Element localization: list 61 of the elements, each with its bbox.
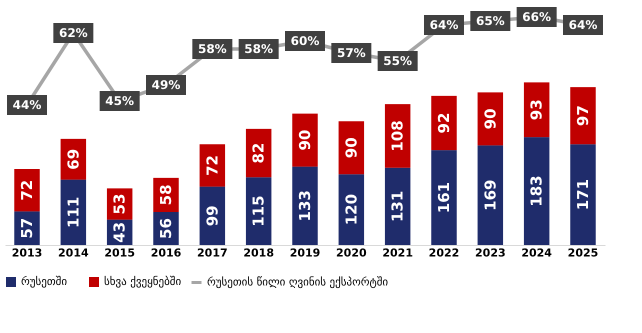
data-label: 115	[250, 195, 268, 227]
data-label: 60%	[290, 34, 320, 48]
bar	[478, 145, 504, 245]
bar	[570, 144, 596, 245]
data-label: 58%	[244, 42, 274, 56]
legend-label: სხვა ქვეყნებში	[104, 275, 182, 288]
data-label: 90	[342, 137, 360, 158]
x-tick-label: 2014	[58, 246, 89, 260]
data-label: 72	[203, 155, 222, 176]
x-tick-label: 2022	[428, 246, 460, 260]
bar	[246, 177, 272, 245]
data-label: 64%	[430, 18, 458, 32]
bar	[200, 144, 226, 187]
data-label: 93	[528, 99, 546, 120]
x-tick-label: 2024	[521, 246, 552, 260]
data-label: 66%	[522, 10, 552, 24]
data-label: 99	[203, 205, 222, 226]
data-label: 97	[574, 105, 592, 126]
bar	[524, 137, 550, 245]
legend-label: რუსეთის წილი ღვინის ექსპორტში	[207, 276, 388, 288]
data-label: 82	[250, 142, 268, 164]
data-label: 64%	[568, 18, 598, 32]
data-label: 108	[388, 120, 407, 152]
x-tick-label: 2017	[197, 246, 228, 260]
data-label: 72	[18, 180, 36, 201]
x-tick-label: 2013	[12, 246, 42, 260]
data-label: 169	[481, 180, 500, 211]
x-tick-label: 2020	[336, 246, 367, 260]
data-label: 161	[434, 182, 453, 214]
data-label: 58%	[198, 42, 227, 56]
bar	[60, 180, 86, 245]
data-label: 56	[157, 218, 176, 239]
data-label: 183	[528, 175, 546, 207]
data-label: 57	[18, 218, 36, 239]
x-tick-label: 2018	[243, 246, 274, 260]
data-label: 133	[296, 190, 314, 222]
data-label: 65%	[476, 14, 505, 28]
x-tick-label: 2016	[150, 246, 182, 260]
data-label: 69	[64, 148, 82, 170]
x-tick-label: 2025	[568, 246, 598, 260]
data-label: 171	[574, 178, 592, 210]
data-label: 90	[481, 108, 500, 130]
data-label: 53	[110, 194, 129, 214]
x-tick-label: 2021	[382, 246, 413, 260]
data-label: 92	[434, 112, 453, 134]
data-label: 131	[388, 190, 407, 222]
legend-label: რუსეთში	[21, 275, 68, 288]
x-tick-label: 2023	[475, 246, 506, 260]
data-label: 111	[64, 196, 82, 228]
data-label: 120	[342, 194, 360, 226]
data-label: 58	[157, 184, 176, 206]
data-label: 62%	[58, 26, 88, 40]
bar	[431, 150, 457, 245]
data-label: 57%	[336, 46, 366, 60]
bar	[200, 186, 226, 245]
data-label: 43	[110, 222, 129, 243]
data-label: 55%	[383, 54, 412, 68]
x-tick-label: 2015	[104, 246, 135, 260]
bar	[384, 168, 410, 245]
data-label: 90	[296, 130, 314, 151]
x-tick-label: 2019	[290, 246, 320, 260]
